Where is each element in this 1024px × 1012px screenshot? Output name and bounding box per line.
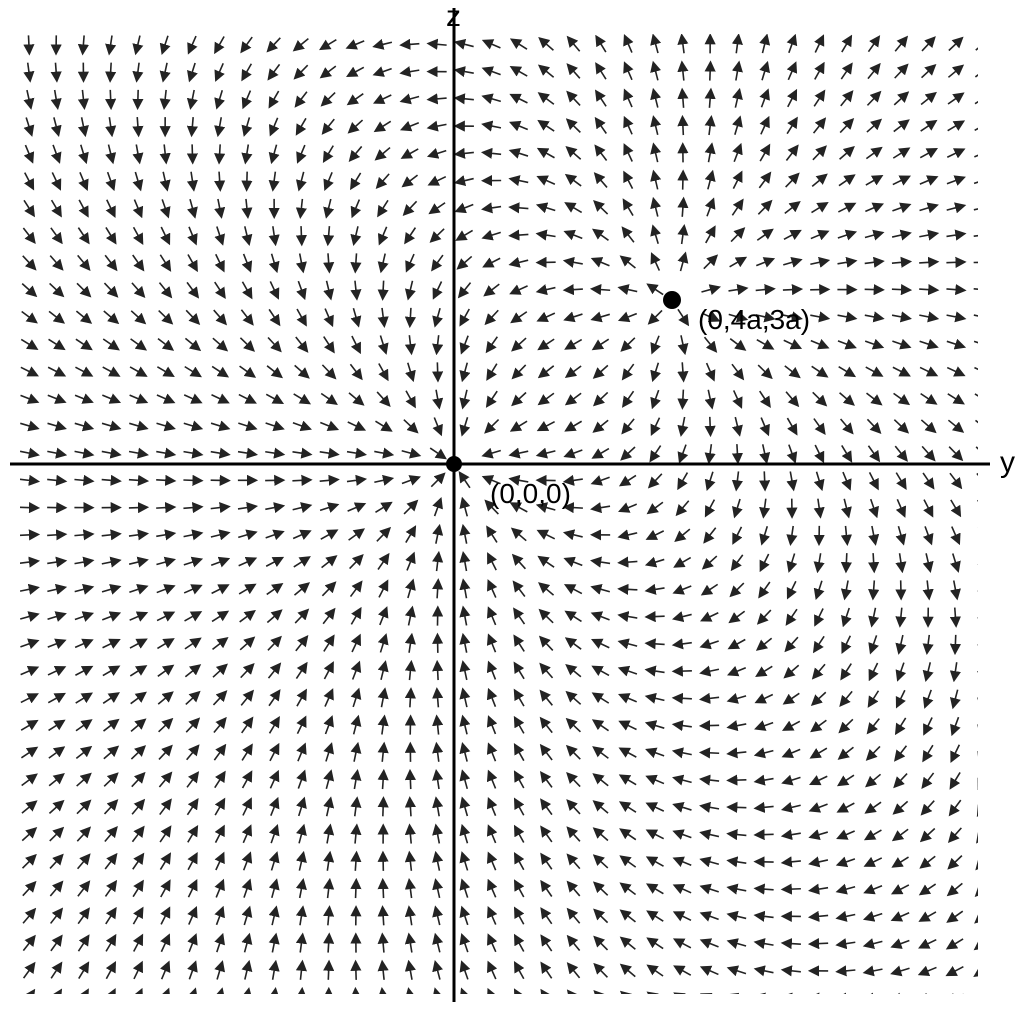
point-markers [446, 291, 681, 472]
y-axis-label: y [1000, 446, 1015, 480]
charge-point [663, 291, 681, 309]
z-axis-label: z [446, 0, 461, 34]
origin-point [446, 456, 462, 472]
origin-point-label: (0,0,0) [490, 478, 571, 510]
figure-root: z y (0,0,0) (0,4a,3a) [0, 0, 1024, 1012]
charge-point-label: (0,4a,3a) [698, 304, 810, 336]
